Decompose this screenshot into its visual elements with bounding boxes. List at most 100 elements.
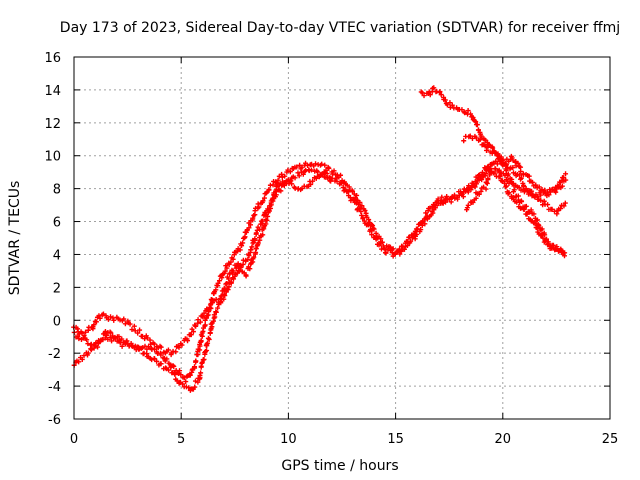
x-tick-label: 5 bbox=[177, 432, 185, 447]
data-point bbox=[185, 338, 191, 344]
y-axis-label: SDTVAR / TECUs bbox=[7, 181, 23, 296]
data-point bbox=[506, 190, 512, 196]
data-point bbox=[255, 201, 261, 207]
data-point bbox=[260, 198, 266, 204]
data-point bbox=[203, 315, 209, 321]
data-point bbox=[501, 180, 507, 186]
data-point bbox=[370, 223, 376, 229]
data-point bbox=[360, 215, 366, 221]
data-point bbox=[230, 256, 236, 262]
data-point bbox=[473, 119, 479, 125]
data-point bbox=[85, 350, 91, 356]
data-point bbox=[215, 305, 221, 311]
data-point bbox=[202, 322, 208, 328]
data-point bbox=[529, 188, 535, 194]
data-point bbox=[176, 344, 182, 350]
data-point bbox=[326, 165, 332, 171]
data-point bbox=[394, 248, 400, 254]
y-tick-label: -2 bbox=[48, 347, 61, 362]
y-tick-label: 0 bbox=[53, 314, 61, 329]
data-point bbox=[256, 204, 262, 210]
data-point bbox=[510, 181, 516, 187]
data-point bbox=[430, 210, 436, 216]
data-point bbox=[292, 175, 298, 181]
data-point bbox=[165, 347, 171, 353]
data-point bbox=[105, 316, 111, 322]
data-point bbox=[485, 163, 491, 169]
data-point bbox=[485, 144, 491, 150]
data-point bbox=[168, 364, 174, 370]
data-point bbox=[261, 195, 267, 201]
x-tick-label: 15 bbox=[387, 432, 404, 447]
data-point bbox=[149, 357, 155, 363]
y-tick-label: 12 bbox=[44, 117, 61, 132]
data-point bbox=[96, 313, 102, 319]
data-point bbox=[177, 368, 183, 374]
data-point bbox=[146, 344, 152, 350]
data-point bbox=[444, 102, 450, 108]
data-point bbox=[216, 278, 222, 284]
data-point bbox=[158, 352, 164, 358]
data-point bbox=[248, 247, 254, 253]
data-point bbox=[296, 173, 302, 179]
data-point bbox=[204, 348, 210, 354]
data-point bbox=[448, 199, 454, 205]
data-point bbox=[193, 323, 199, 329]
data-point bbox=[249, 244, 255, 250]
data-point bbox=[554, 211, 560, 217]
data-point bbox=[559, 183, 565, 189]
data-point bbox=[224, 265, 230, 271]
data-point bbox=[533, 182, 539, 188]
data-point bbox=[135, 330, 141, 336]
data-point bbox=[536, 222, 542, 228]
data-point bbox=[550, 242, 556, 248]
data-point bbox=[152, 346, 158, 352]
data-point bbox=[211, 312, 217, 318]
data-point bbox=[325, 175, 331, 181]
data-point bbox=[100, 311, 106, 317]
data-point bbox=[260, 218, 266, 224]
data-point bbox=[373, 230, 379, 236]
data-point bbox=[242, 234, 248, 240]
data-point bbox=[266, 186, 272, 192]
plot-frame bbox=[73, 56, 611, 420]
data-point bbox=[215, 299, 221, 305]
data-point bbox=[221, 285, 227, 291]
data-point bbox=[561, 203, 567, 209]
data-point bbox=[474, 181, 480, 187]
data-point bbox=[558, 206, 564, 212]
data-point bbox=[260, 232, 266, 238]
data-point bbox=[315, 169, 321, 175]
data-point bbox=[278, 188, 284, 194]
data-point bbox=[418, 227, 424, 233]
data-point bbox=[365, 222, 371, 228]
data-point bbox=[192, 384, 198, 390]
data-point bbox=[287, 169, 293, 175]
data-point bbox=[541, 198, 547, 204]
data-point bbox=[539, 226, 545, 232]
data-point bbox=[528, 207, 534, 213]
data-point bbox=[553, 189, 559, 195]
data-point bbox=[484, 147, 490, 153]
data-point bbox=[300, 171, 306, 177]
data-point bbox=[198, 338, 204, 344]
data-point bbox=[226, 276, 232, 282]
data-point bbox=[473, 195, 479, 201]
data-point bbox=[180, 381, 186, 387]
data-point bbox=[195, 317, 201, 323]
data-point bbox=[338, 172, 344, 178]
data-point bbox=[183, 379, 189, 385]
data-point bbox=[424, 216, 430, 222]
data-point bbox=[521, 207, 527, 213]
data-point bbox=[158, 361, 164, 367]
data-point bbox=[442, 199, 448, 205]
data-point bbox=[198, 319, 204, 325]
data-point bbox=[76, 336, 82, 342]
y-tick-label: 8 bbox=[53, 183, 61, 198]
data-point bbox=[389, 250, 395, 256]
data-point bbox=[538, 192, 544, 198]
data-point bbox=[187, 372, 193, 378]
data-point bbox=[342, 186, 348, 192]
data-point bbox=[545, 241, 551, 247]
data-point bbox=[84, 337, 90, 343]
